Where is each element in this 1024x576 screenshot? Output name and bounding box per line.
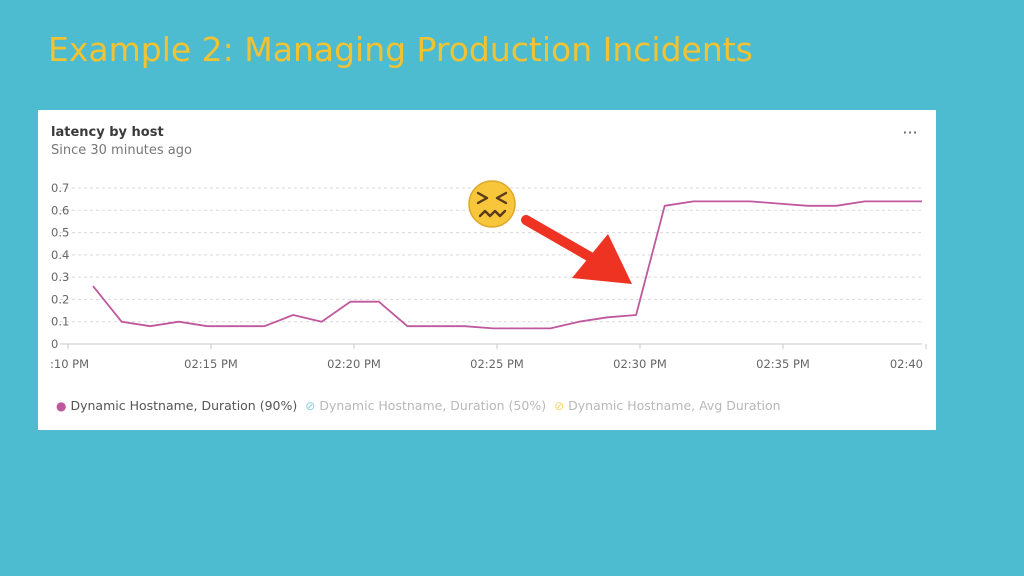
legend-label: Dynamic Hostname, Duration (50%) [319,398,547,413]
x-tick-label: 02:25 PM [470,357,524,371]
x-tick-label: 02:40 [890,357,923,371]
y-tick-label: 0.6 [51,203,69,217]
legend-disabled-icon: ⊘ [305,399,316,413]
x-tick-label: 02:30 PM [613,357,667,371]
legend-item[interactable]: ● Dynamic Hostname, Duration (90%) [56,398,297,413]
y-tick-label: 0.7 [51,181,69,195]
more-options-button[interactable]: ··· [902,123,918,142]
y-tick-label: 0.3 [51,270,69,284]
x-tick-label: :10 PM [50,357,89,371]
x-tick-label: 02:20 PM [327,357,381,371]
legend-label: Dynamic Hostname, Avg Duration [568,398,781,413]
y-tick-label: 0.2 [51,292,69,306]
legend-item[interactable]: ⊘ Dynamic Hostname, Duration (50%) [305,398,546,413]
legend-label: Dynamic Hostname, Duration (90%) [70,398,298,413]
x-tick-label: 02:35 PM [756,357,810,371]
chart-subtitle: Since 30 minutes ago [51,143,192,158]
chart-panel: latency by host Since 30 minutes ago ···… [38,110,936,430]
legend-disabled-icon: ⊘ [554,399,565,413]
y-tick-label: 0 [51,337,58,351]
legend-item[interactable]: ⊘ Dynamic Hostname, Avg Duration [554,398,780,413]
y-tick-label: 0.5 [51,226,69,240]
chart-legend: ● Dynamic Hostname, Duration (90%) ⊘ Dynami… [56,398,789,413]
y-tick-label: 0.1 [51,315,69,329]
line-chart: 0 0.1 0.2 0.3 0.4 0.5 0.6 0.7 :10 PM 02:15 PM 02:2… [50,181,927,371]
y-tick-label: 0.4 [51,248,69,262]
slide-title: Example 2: Managing Production Incidents [48,30,753,69]
series-line-duration-90 [92,200,922,330]
x-tick-label: 02:15 PM [184,357,238,371]
legend-dot-icon: ● [56,399,67,413]
chart-title: latency by host [51,125,164,140]
